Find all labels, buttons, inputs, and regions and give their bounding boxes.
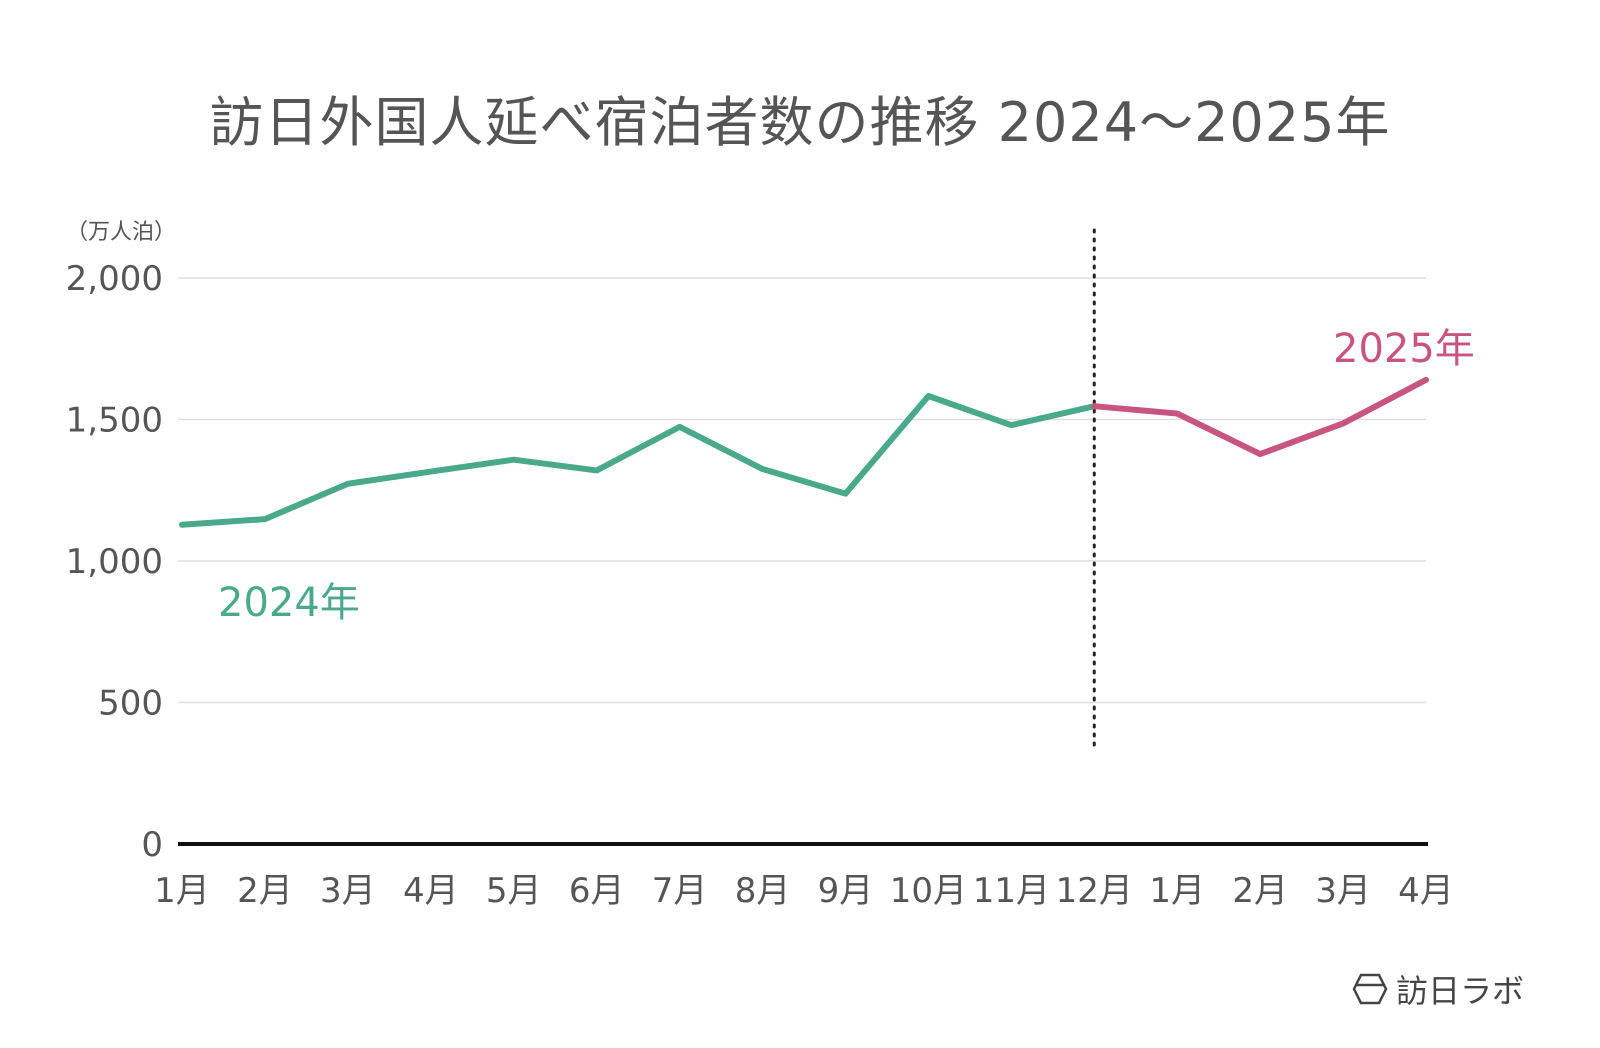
- hexagon-logo-icon: [1352, 973, 1388, 1005]
- logo-text: 訪日ラボ: [1396, 972, 1525, 1010]
- y-tick-label: 2,000: [66, 259, 163, 299]
- series-labels: 2024年 2025年: [218, 326, 1475, 626]
- series-label-2024: 2024年: [218, 580, 360, 626]
- x-tick-label: 4月: [1398, 871, 1454, 911]
- x-tick-label: 2月: [237, 871, 293, 911]
- x-tick-label: 12月: [1056, 871, 1133, 911]
- y-tick-label: 1,000: [66, 542, 163, 582]
- y-tick-label: 1,500: [66, 401, 163, 441]
- series-line: [179, 393, 1098, 528]
- x-tick-label: 8月: [735, 871, 791, 911]
- x-tick-label: 5月: [486, 871, 542, 911]
- grid-lines: [178, 277, 1428, 846]
- x-tick-label: 1月: [1149, 871, 1205, 911]
- series-lines: [179, 376, 1429, 528]
- x-tick-label: 2月: [1232, 871, 1288, 911]
- series-label-2025: 2025年: [1333, 326, 1475, 372]
- y-axis-ticks: 0 500 1,000 1,500 2,000: [66, 259, 163, 865]
- chart-title: 訪日外国人延べ宿泊者数の推移 2024〜2025年: [209, 91, 1391, 154]
- brand-logo: 訪日ラボ: [1352, 966, 1524, 1012]
- series-line: [1091, 376, 1429, 458]
- x-tick-label: 11月: [973, 871, 1050, 911]
- x-tick-label: 4月: [403, 871, 459, 911]
- y-tick-label: 500: [98, 684, 163, 724]
- y-axis-unit-label: （万人泊）: [66, 220, 177, 245]
- x-tick-label: 6月: [569, 871, 625, 911]
- x-tick-label: 3月: [320, 871, 376, 911]
- x-tick-label: 3月: [1315, 871, 1371, 911]
- x-axis-ticks: 1月 2月 3月 4月 5月 6月 7月 8月 9月 10月 11月 12月 1月 2月 3月 4月: [154, 871, 1454, 911]
- x-tick-label: 9月: [818, 871, 874, 911]
- y-tick-label: 0: [141, 825, 163, 865]
- x-tick-label: 10月: [890, 871, 967, 911]
- x-tick-label: 7月: [652, 871, 708, 911]
- x-tick-label: 1月: [154, 871, 210, 911]
